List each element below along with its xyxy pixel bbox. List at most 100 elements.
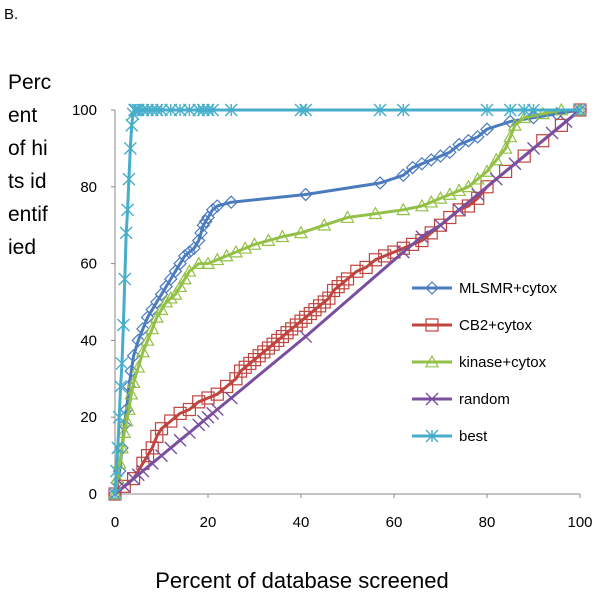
data-point xyxy=(470,171,485,185)
data-point xyxy=(145,321,160,335)
data-point xyxy=(308,303,322,317)
data-point xyxy=(125,118,139,132)
legend-entry: MLSMR+cytox xyxy=(412,280,557,297)
data-point xyxy=(280,326,294,340)
data-point xyxy=(415,156,429,171)
data-point xyxy=(517,103,531,117)
data-point xyxy=(299,310,313,324)
data-point xyxy=(131,333,146,348)
data-point xyxy=(322,291,336,305)
data-point xyxy=(489,172,503,186)
data-point xyxy=(424,194,439,208)
data-point xyxy=(129,103,143,117)
data-point xyxy=(535,106,550,120)
series-best xyxy=(108,103,587,501)
data-point xyxy=(261,341,276,355)
x-tick-label: 80 xyxy=(479,514,496,531)
data-point xyxy=(182,426,196,440)
data-point xyxy=(414,198,429,212)
data-point xyxy=(224,103,238,117)
data-point xyxy=(378,249,392,263)
data-point xyxy=(275,329,289,344)
x-tick-label: 60 xyxy=(386,514,403,531)
data-point xyxy=(109,464,123,478)
data-point xyxy=(299,330,313,344)
data-point xyxy=(252,349,266,363)
data-point xyxy=(114,379,128,393)
legend-label: kinase+cytox xyxy=(459,354,547,371)
legend-marker xyxy=(425,318,439,332)
legend-marker xyxy=(425,429,439,443)
data-point xyxy=(247,237,262,250)
data-point xyxy=(164,441,178,455)
x-tick-label: 100 xyxy=(567,514,592,531)
data-point xyxy=(508,157,522,171)
data-point xyxy=(480,122,494,137)
data-point xyxy=(182,402,196,417)
data-point xyxy=(136,322,150,336)
legend: MLSMR+cytox CB2+cytox kinase+cytox random be… xyxy=(412,280,557,445)
data-point xyxy=(191,233,206,248)
data-point xyxy=(117,479,131,493)
data-point xyxy=(433,191,448,204)
y-tick-label: 20 xyxy=(80,409,97,426)
data-point xyxy=(210,252,225,266)
series-layer xyxy=(107,102,588,501)
data-point xyxy=(317,217,332,231)
data-point xyxy=(140,449,155,463)
data-point xyxy=(480,103,494,117)
data-point xyxy=(182,103,196,117)
data-point xyxy=(131,360,146,373)
data-point xyxy=(150,429,164,443)
y-tick-label: 100 xyxy=(72,102,97,119)
data-point xyxy=(173,433,187,447)
data-point xyxy=(573,103,587,117)
data-point xyxy=(126,472,141,486)
legend-entry: random xyxy=(412,391,510,408)
data-point xyxy=(192,395,206,409)
data-point xyxy=(396,103,410,117)
data-point xyxy=(396,168,411,183)
data-point xyxy=(164,103,178,117)
data-point xyxy=(135,344,150,358)
data-point xyxy=(461,179,476,193)
data-point xyxy=(164,414,178,428)
data-point xyxy=(293,225,309,239)
data-point xyxy=(201,391,215,405)
data-point xyxy=(285,322,299,336)
data-point xyxy=(303,306,317,321)
data-point xyxy=(527,141,540,155)
data-point xyxy=(452,183,467,197)
data-point xyxy=(210,403,224,417)
data-point xyxy=(121,203,135,217)
data-point xyxy=(173,406,187,420)
legend-label: CB2+cytox xyxy=(459,317,532,334)
data-point xyxy=(238,360,252,374)
data-point xyxy=(359,260,373,275)
data-point xyxy=(498,141,513,154)
data-point xyxy=(163,290,178,304)
y-tick-label: 40 xyxy=(80,332,97,349)
series-random xyxy=(108,103,587,501)
data-point xyxy=(182,264,197,277)
data-point xyxy=(228,244,243,258)
legend-label: MLSMR+cytox xyxy=(459,280,557,297)
axes: 0 20 40 60 80 100 0 20 40 60 80 100 xyxy=(72,102,593,531)
data-point xyxy=(117,479,131,493)
data-point xyxy=(126,348,141,363)
data-point xyxy=(405,160,420,175)
data-point xyxy=(154,302,169,316)
series-line xyxy=(113,108,580,495)
legend-label: random xyxy=(459,391,510,408)
legend-entry: kinase+cytox xyxy=(412,354,547,371)
data-point xyxy=(480,180,494,194)
data-point xyxy=(266,337,280,351)
data-point xyxy=(224,391,238,405)
data-point xyxy=(111,441,125,455)
data-point xyxy=(123,141,137,155)
data-point xyxy=(119,226,133,240)
data-point xyxy=(298,187,313,202)
data-point xyxy=(177,271,192,285)
data-point xyxy=(238,241,253,254)
legend-label: best xyxy=(459,428,488,445)
